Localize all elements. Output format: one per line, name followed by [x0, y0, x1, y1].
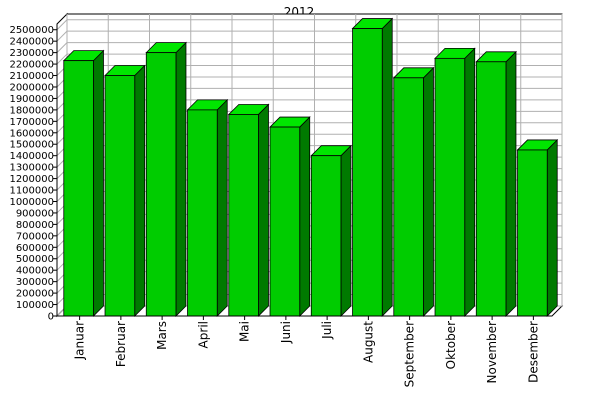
- bar-front: [434, 57, 466, 317]
- y-tick-label: 2300000: [9, 48, 54, 59]
- bar-side: [216, 98, 228, 317]
- x-tick-label: Oktober: [444, 321, 458, 369]
- x-tick-label: Juni: [279, 321, 293, 344]
- bar-oktober: [434, 47, 476, 317]
- bar-front: [187, 109, 218, 317]
- y-tick-label: 2400000: [9, 37, 54, 48]
- x-tick-label: Juli: [320, 321, 334, 340]
- y-tick-label: 1300000: [9, 163, 54, 174]
- bar-side: [175, 41, 187, 317]
- bar-side: [546, 138, 558, 317]
- bar-side: [464, 47, 476, 317]
- bar-side: [423, 66, 434, 317]
- bars: [62, 17, 559, 317]
- bar-front: [475, 61, 507, 317]
- bar-september: [392, 66, 435, 317]
- bar-front: [104, 75, 136, 317]
- x-axis: Januar Februar Mars April Mai Juni Juli August S…: [57, 315, 552, 387]
- bar-front: [310, 155, 342, 317]
- y-tick-label: 1900000: [9, 94, 54, 105]
- y-tick-label: 1600000: [9, 128, 54, 139]
- y-tick-label: 1500000: [9, 140, 54, 151]
- y-tick-label: 200000: [16, 289, 54, 300]
- bar-side: [340, 144, 352, 317]
- y-tick-label: 1400000: [9, 151, 54, 162]
- bar-front: [228, 114, 259, 317]
- bar-side: [505, 50, 517, 317]
- bar-juli: [310, 144, 352, 317]
- y-tick-label: 2000000: [9, 82, 54, 93]
- y-tick-label: 2200000: [9, 60, 54, 71]
- x-tick-label: Desember: [526, 321, 540, 383]
- y-axis: 0100000200000300000400000500000600000700…: [9, 24, 58, 323]
- bar-april: [186, 98, 229, 317]
- bar-front: [352, 28, 383, 317]
- bar-front: [63, 60, 94, 317]
- bar-desember: [516, 138, 559, 317]
- x-tick-label: September: [403, 321, 417, 387]
- bar-november: [475, 50, 517, 317]
- bar-front: [145, 52, 177, 317]
- x-tick-label: April: [196, 321, 210, 348]
- y-tick-label: 1200000: [9, 174, 54, 185]
- y-tick-label: 500000: [16, 254, 54, 265]
- y-tick-label: 2100000: [9, 71, 54, 82]
- y-tick-label: 0: [48, 312, 54, 323]
- y-tick-label: 900000: [16, 208, 54, 219]
- y-tick-label: 1700000: [9, 117, 54, 128]
- bar-side: [299, 116, 311, 317]
- bar-februar: [104, 64, 146, 317]
- bar-side: [258, 103, 269, 317]
- bar-side: [381, 17, 393, 317]
- bar-januar: [62, 49, 105, 317]
- y-tick-label: 100000: [16, 300, 54, 311]
- y-tick-label: 2500000: [9, 25, 54, 36]
- bar-side: [134, 64, 146, 317]
- y-tick-label: 800000: [16, 220, 54, 231]
- y-tick-label: 400000: [16, 266, 54, 277]
- y-tick-label: 1000000: [9, 197, 54, 208]
- bar-mai: [227, 103, 270, 317]
- y-tick-label: 700000: [16, 231, 54, 242]
- bar-mars: [145, 41, 187, 317]
- bar-front: [269, 126, 301, 317]
- bar-juni: [269, 116, 311, 317]
- y-tick-label: 300000: [16, 277, 54, 288]
- x-tick-label: November: [485, 321, 499, 383]
- y-tick-label: 1800000: [9, 105, 54, 116]
- y-tick-label: 1100000: [9, 186, 54, 197]
- x-tick-label: Januar: [73, 321, 87, 360]
- bar-front: [517, 149, 548, 317]
- x-tick-label: Mai: [238, 321, 252, 342]
- y-tick-label: 600000: [16, 243, 54, 254]
- bar-august: [351, 17, 394, 317]
- x-tick-label: Mars: [155, 321, 169, 350]
- bar-side: [93, 49, 104, 317]
- bar-front: [393, 77, 424, 317]
- x-tick-label: Februar: [114, 321, 128, 367]
- x-tick-label: August: [361, 321, 375, 363]
